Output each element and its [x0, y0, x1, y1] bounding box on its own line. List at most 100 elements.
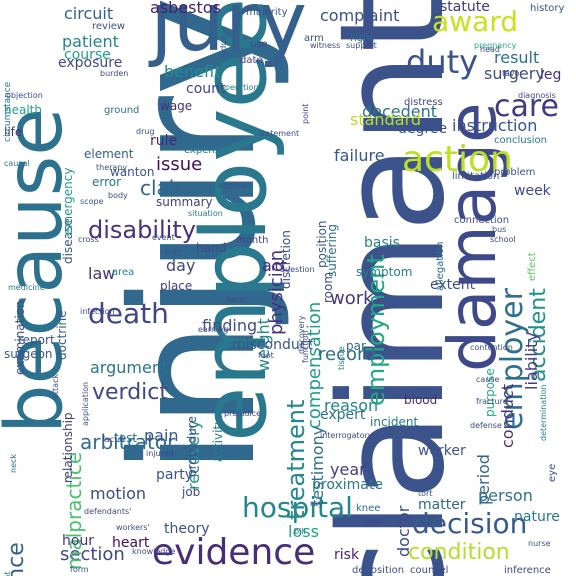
word: law [88, 264, 116, 283]
word: wage [160, 99, 193, 113]
word: neck [9, 453, 18, 473]
word: finding [202, 316, 258, 335]
word: discretion [279, 230, 293, 289]
word: degree [398, 121, 448, 137]
word: error [92, 175, 122, 189]
word: life [4, 125, 23, 139]
word: instruction [452, 116, 538, 135]
word: result [494, 48, 540, 67]
word: rule [150, 133, 178, 149]
word: expert [320, 407, 366, 423]
word: nurse [528, 539, 551, 548]
word: causal [4, 159, 30, 168]
word: conduct [498, 383, 517, 448]
word: hour [62, 533, 95, 549]
word: blood [404, 393, 438, 407]
word: problem [494, 167, 536, 178]
word: way [164, 247, 183, 257]
word: party [156, 467, 193, 483]
word: foot [258, 351, 274, 360]
word: because [0, 107, 80, 434]
word: par [346, 339, 366, 353]
word: hand [196, 241, 227, 255]
word: use [250, 39, 268, 50]
word: failure [334, 146, 385, 165]
word: school [490, 235, 516, 244]
word: cross [78, 235, 99, 244]
word: room [321, 271, 335, 303]
word: cause [476, 375, 500, 384]
word: point [301, 103, 310, 124]
word: element [84, 147, 134, 161]
word: claim [140, 176, 194, 200]
word: attack [51, 373, 60, 399]
word: ground [104, 105, 140, 116]
word: earning [198, 325, 229, 334]
word: contention [470, 343, 513, 352]
word: drug [136, 127, 155, 136]
word: defendants' [84, 507, 132, 516]
word: bill [294, 527, 306, 536]
word: arm [304, 33, 324, 44]
word: interrogatory [320, 431, 373, 440]
word: diagnosis [518, 91, 556, 100]
word: situation [188, 209, 223, 218]
word: day [166, 256, 196, 275]
word: theory [164, 521, 210, 537]
word: prejudice [224, 409, 262, 418]
word: favor [502, 69, 523, 78]
word: duty [406, 43, 479, 81]
word: surgery [484, 64, 545, 83]
word: scope [80, 197, 104, 206]
word: basis [364, 235, 400, 251]
word: statement [258, 129, 300, 138]
word: procedure [185, 416, 199, 477]
word: connection [454, 215, 510, 226]
word: verdict [92, 380, 169, 405]
word: summary [156, 195, 213, 209]
word: witness [310, 41, 341, 50]
word: effect [527, 252, 538, 281]
word: patient [62, 32, 119, 51]
word: emergency [61, 167, 75, 235]
word: eye [547, 463, 558, 482]
word: bus [492, 225, 507, 234]
word: burden [100, 69, 129, 78]
word: period [474, 454, 493, 505]
word: knee [356, 503, 381, 514]
word: deposition [352, 565, 405, 576]
word: relationship [61, 412, 75, 483]
word: suffering [325, 224, 339, 277]
word: year [330, 460, 366, 479]
word: area [112, 267, 135, 278]
word: event [152, 233, 175, 242]
word: workers' [116, 523, 150, 532]
word: date [240, 55, 263, 66]
word: right [350, 33, 374, 44]
word: distress [404, 97, 443, 108]
word: support [346, 41, 377, 50]
word: liability [522, 332, 541, 390]
word: respondent [3, 572, 12, 576]
word: harm [226, 295, 247, 304]
word: care [494, 89, 560, 124]
word: worker [418, 443, 466, 459]
word: pregnancy [474, 41, 517, 50]
word: majority [246, 7, 288, 18]
word: activity [211, 417, 225, 462]
word: evidence [152, 532, 316, 573]
word: statute [440, 0, 490, 15]
word: body [108, 191, 128, 200]
word: knowledge [132, 547, 176, 556]
word: month [236, 235, 269, 246]
word: job [182, 485, 201, 499]
word: determination [539, 384, 548, 441]
word: disability [88, 216, 196, 244]
word: act [262, 256, 287, 275]
word: award [432, 5, 519, 38]
word: decision [412, 507, 528, 540]
word: infection [80, 307, 115, 316]
word: decedent [362, 102, 438, 121]
word: reason [324, 396, 379, 415]
word: proximate [312, 477, 383, 493]
